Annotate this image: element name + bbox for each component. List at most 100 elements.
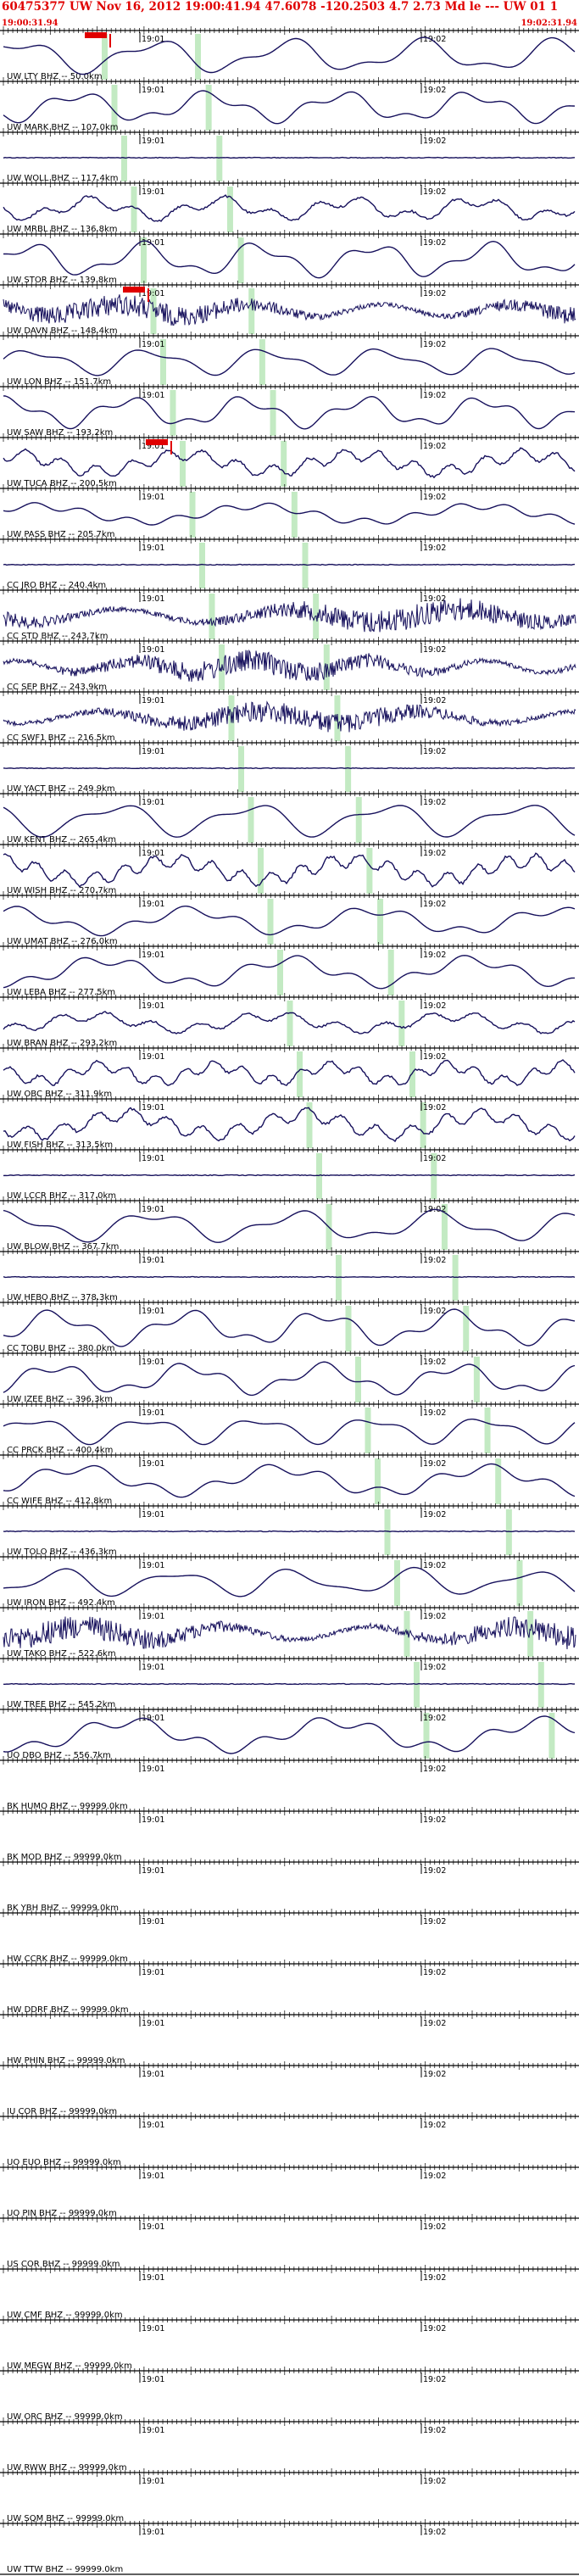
station-row: 19:01 19:02 BK YBH BHZ -- 99999.0km [0, 1858, 579, 1913]
minute-label: 19:01 [142, 1358, 164, 1367]
minute-label: 19:01 [142, 594, 164, 604]
waveform-trace [3, 447, 576, 479]
minute-label: 19:01 [142, 798, 164, 807]
station-row: 19:01 19:02 UW LON BHZ -- 151.7km [0, 332, 579, 387]
surface-arrival-marker [205, 85, 212, 131]
minute-label: 19:02 [423, 544, 446, 553]
p-arrival-marker [336, 1255, 342, 1301]
minute-label: 19:01 [142, 289, 164, 298]
p-arrival-marker [248, 797, 254, 843]
second-ticks [3, 1502, 576, 1510]
minute-label: 19:01 [142, 1612, 164, 1621]
surface-arrival-marker [537, 1662, 544, 1708]
minute-label: 19:01 [142, 391, 164, 400]
surface-arrival-marker [452, 1255, 459, 1301]
station-row: 19:01 19:02 UW STOR BHZ -- 139.8km [0, 230, 579, 285]
minute-label: 19:02 [423, 1103, 446, 1112]
surface-arrival-marker [237, 237, 244, 283]
minute-label: 19:02 [423, 1561, 446, 1570]
minute-label: 19:01 [142, 442, 164, 451]
p-arrival-marker [375, 1458, 381, 1504]
station-row: 19:01 19:02 UW SAW BHZ -- 193.2km [0, 382, 579, 438]
second-ticks [3, 1146, 576, 1154]
waveform-trace [3, 1011, 576, 1034]
minute-label: 19:02 [423, 747, 446, 756]
p-arrival-marker [277, 950, 283, 995]
station-row: 19:01 19:02 UW IZEE BHZ -- 396.3km [0, 1349, 579, 1404]
station-label: UW WOLL BHZ -- 117.4km [7, 174, 118, 183]
surface-arrival-marker [527, 1611, 534, 1657]
p-arrival-marker [209, 594, 215, 639]
station-row: 19:01 19:02 UW PASS BHZ -- 205.7km [0, 484, 579, 539]
station-row: 19:01 19:02 UW LTY BHZ -- 50.0km [0, 26, 579, 81]
second-ticks [3, 1298, 576, 1307]
minute-label: 19:01 [142, 1103, 164, 1112]
station-row: 19:01 19:02 UW HEBO BHZ -- 378.3km [0, 1247, 579, 1302]
minute-label: 19:01 [142, 951, 164, 960]
surface-arrival-marker [366, 848, 373, 894]
waveform-trace [3, 767, 576, 770]
waveform-trace [3, 194, 576, 222]
station-label: UW IZEE BHZ -- 396.3km [7, 1395, 113, 1404]
station-label: UW HEBO BHZ -- 378.3km [7, 1293, 118, 1302]
station-row: 19:01 19:02 CC TOBU BHZ -- 380.0km [0, 1298, 579, 1353]
station-label: UW LTY BHZ -- 50.0km [7, 72, 103, 81]
waveform-trace [3, 1174, 576, 1177]
minute-label: 19:02 [423, 1612, 446, 1621]
minute-label: 19:01 [142, 900, 164, 909]
station-row: 19:01 19:02 UO DBO BHZ -- 556.7km [0, 1705, 579, 1760]
second-ticks [3, 26, 576, 35]
waveform-trace [3, 563, 576, 566]
station-label: BK YBH BHZ -- 99999.0km [7, 1904, 119, 1913]
surface-arrival-marker [355, 797, 362, 843]
minute-label: 19:01 [142, 1459, 164, 1469]
p-arrival-marker [131, 187, 137, 232]
station-label: UW YACT BHZ -- 249.9km [7, 784, 115, 794]
p-arrival-marker [111, 85, 118, 131]
p-arrival-marker [189, 492, 196, 538]
minute-label: 19:02 [423, 86, 446, 95]
surface-arrival-marker [387, 950, 394, 995]
second-ticks [3, 230, 576, 238]
station-row: 19:01 19:02 UW TREE BHZ -- 545.2km [0, 1654, 579, 1709]
station-row: 19:01 19:02 UW DAVN BHZ -- 148.4km [0, 281, 579, 336]
minute-label: 19:02 [423, 849, 446, 858]
station-row: 19:01 19:02 CC JRO BHZ -- 240.4km [0, 535, 579, 590]
station-label: UW UMAT BHZ -- 276.0km [7, 937, 118, 946]
surface-arrival-marker [431, 1153, 437, 1199]
minute-label: 19:01 [142, 849, 164, 858]
station-row: 19:01 19:02 UW WOLL BHZ -- 117.4km [0, 128, 579, 183]
station-row: 19:01 19:02 UW IRON BHZ -- 492.4km [0, 1553, 579, 1608]
p-arrival-marker [355, 1357, 361, 1402]
waveform-trace [3, 90, 576, 125]
waveform-trace [3, 240, 576, 279]
station-label: UW PASS BHZ -- 205.7km [7, 530, 114, 539]
second-ticks [3, 433, 576, 442]
minute-label: 19:02 [423, 391, 446, 400]
p-arrival-marker [316, 1153, 322, 1199]
minute-label: 19:02 [423, 35, 446, 44]
minute-label: 19:02 [423, 137, 446, 146]
second-ticks [3, 179, 576, 187]
station-label: UW BLOW BHZ -- 367.7km [7, 1242, 119, 1252]
second-ticks [3, 1807, 576, 1815]
station-row: 19:01 19:02 CC SWF1 BHZ -- 216.5km [0, 688, 579, 743]
station-row: 19:01 19:02 CC WIFE BHZ -- 412.8km [0, 1451, 579, 1506]
p-arrival-marker [160, 339, 166, 385]
minute-label: 19:02 [423, 594, 446, 604]
waveform-trace [3, 805, 576, 839]
station-label: UW DAVN BHZ -- 148.4km [7, 326, 118, 336]
station-row: 19:01 19:02 UW BRAN BHZ -- 293.2km [0, 993, 579, 1048]
minute-label: 19:01 [142, 1205, 164, 1214]
waveform-trace [3, 156, 576, 159]
minute-label: 19:01 [142, 35, 164, 44]
surface-arrival-marker [398, 1001, 405, 1046]
waveform-trace [3, 1361, 576, 1397]
station-row: 19:01 19:02 UW TOLO BHZ -- 436.3km [0, 1502, 579, 1557]
waveform-trace [3, 1530, 576, 1533]
station-row: 19:01 19:02 UW FISH BHZ -- 313.5km [0, 1095, 579, 1150]
waveform-trace [3, 852, 576, 889]
second-ticks [3, 1044, 576, 1052]
minute-label: 19:01 [142, 1052, 164, 1062]
